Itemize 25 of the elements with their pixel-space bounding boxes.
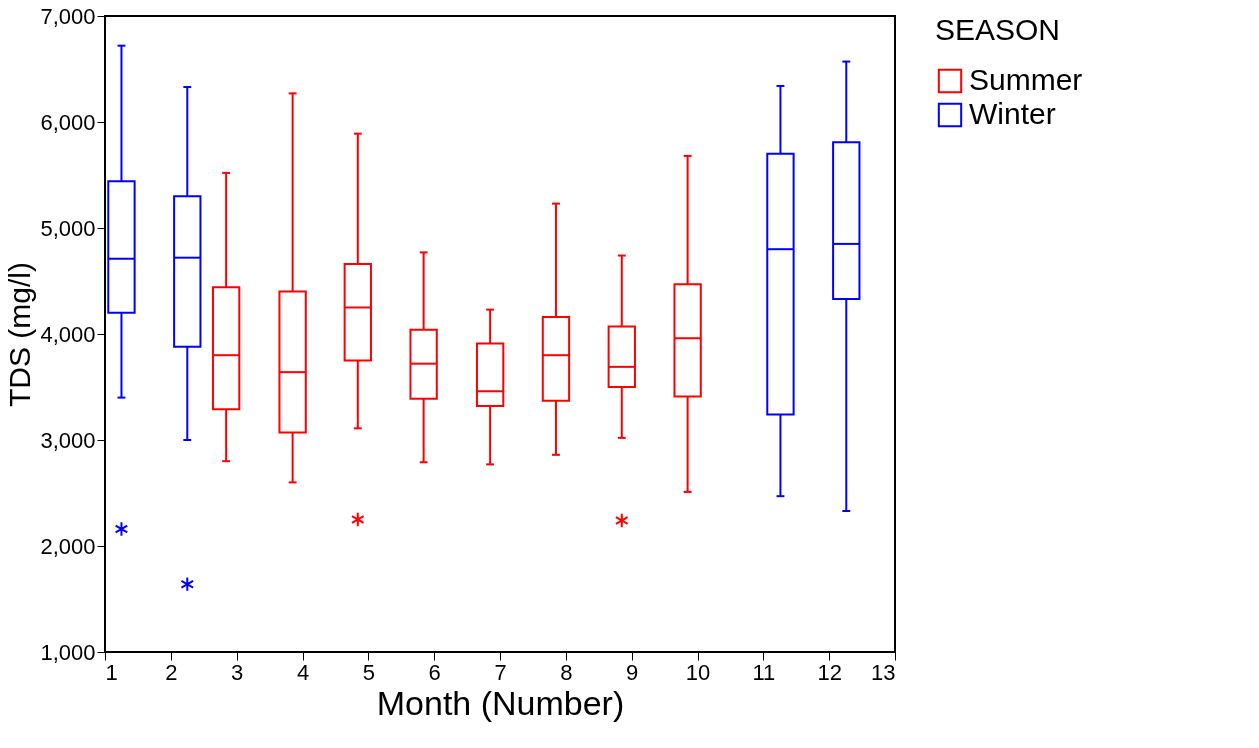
x-tick-label: 9 [626, 659, 639, 685]
x-tick-label: 3 [231, 659, 244, 685]
x-tick-label: 4 [296, 659, 310, 685]
x-tick-label: 10 [685, 659, 711, 685]
y-tick-label: 6,000 [40, 109, 96, 135]
legend-label: Summer [969, 63, 1083, 96]
x-tick-label: 5 [362, 659, 375, 685]
y-tick-label: 5,000 [40, 215, 96, 241]
x-tick-label: 11 [752, 659, 776, 685]
y-tick-label: 3,000 [40, 427, 96, 453]
x-tick-label: 8 [560, 659, 573, 685]
y-tick-label: 7,000 [40, 3, 96, 29]
legend-title: SEASON [935, 13, 1061, 46]
x-tick-label: 6 [428, 659, 441, 685]
y-tick-label: 4,000 [40, 321, 96, 347]
x-tick-label: 13 [871, 659, 896, 685]
x-tick-label: 7 [494, 659, 507, 685]
y-axis-title: TDS (mg/l) [3, 262, 37, 407]
y-tick-label: 1,000 [40, 639, 96, 665]
legend-label: Winter [969, 97, 1056, 130]
x-tick-label: 12 [817, 659, 842, 685]
x-tick-label: 2 [165, 659, 178, 685]
x-tick-label: 1 [105, 659, 118, 685]
x-axis-title: Month (Number) [376, 683, 625, 722]
y-tick-label: 2,000 [40, 533, 96, 559]
